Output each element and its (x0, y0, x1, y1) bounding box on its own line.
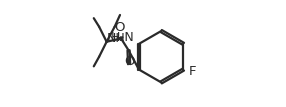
Text: O: O (124, 56, 134, 68)
Text: H₂N: H₂N (110, 31, 134, 45)
Text: F: F (189, 65, 196, 78)
Text: O: O (114, 21, 125, 34)
Text: NH: NH (107, 33, 126, 45)
